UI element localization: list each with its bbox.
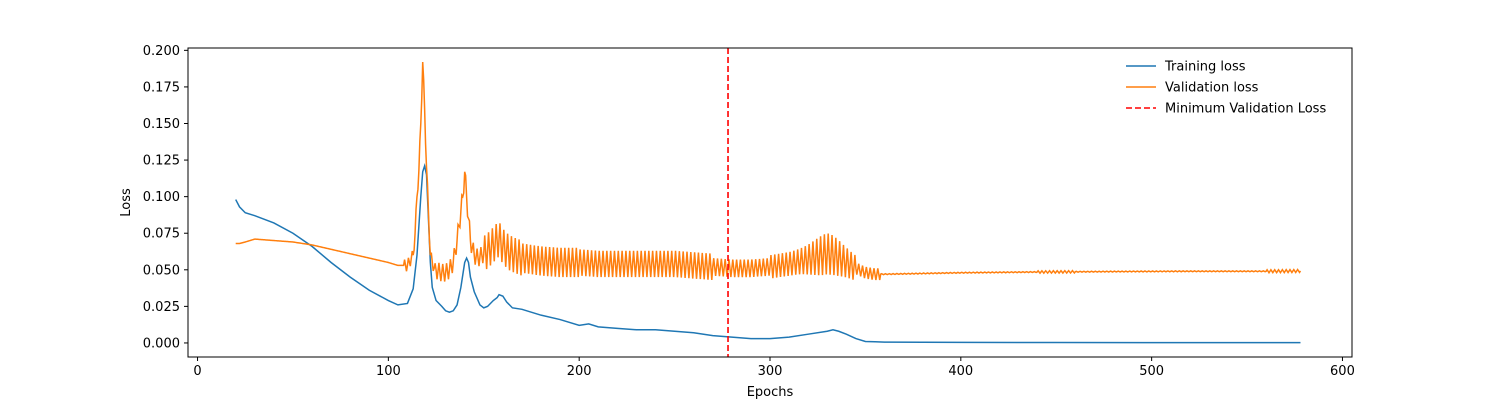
legend: Training loss Validation loss Minimum Vali… — [1126, 60, 1326, 117]
y-axis: 0.000 0.025 0.050 0.075 0.100 0.125 0.150 0.175… — [143, 44, 188, 351]
x-tick-label: 400 — [948, 364, 973, 379]
legend-label: Training loss — [1164, 60, 1246, 75]
series-line-training-loss — [235, 163, 1301, 344]
x-tick-label: 500 — [1139, 364, 1164, 379]
legend-label: Validation loss — [1165, 81, 1259, 96]
series-line-validation-loss — [235, 62, 1302, 282]
plot-area — [235, 48, 1302, 357]
y-tick-label: 0.175 — [143, 80, 180, 95]
y-tick-label: 0.050 — [143, 263, 180, 278]
x-axis: 0 100 200 300 400 500 600 — [193, 357, 1355, 379]
y-axis-label: Loss — [119, 188, 134, 217]
x-tick-label: 300 — [758, 364, 783, 379]
y-tick-label: 0.125 — [143, 154, 180, 169]
y-tick-label: 0.200 — [143, 44, 180, 59]
y-tick-label: 0.000 — [143, 336, 180, 351]
y-tick-label: 0.100 — [143, 190, 180, 205]
y-tick-label: 0.150 — [143, 117, 180, 132]
x-tick-label: 0 — [193, 364, 201, 379]
x-tick-label: 600 — [1330, 364, 1355, 379]
x-axis-label: Epochs — [747, 385, 794, 400]
legend-label: Minimum Validation Loss — [1165, 102, 1326, 117]
x-tick-label: 200 — [567, 364, 592, 379]
x-tick-label: 100 — [376, 364, 401, 379]
y-tick-label: 0.025 — [143, 300, 180, 315]
y-tick-label: 0.075 — [143, 227, 180, 242]
